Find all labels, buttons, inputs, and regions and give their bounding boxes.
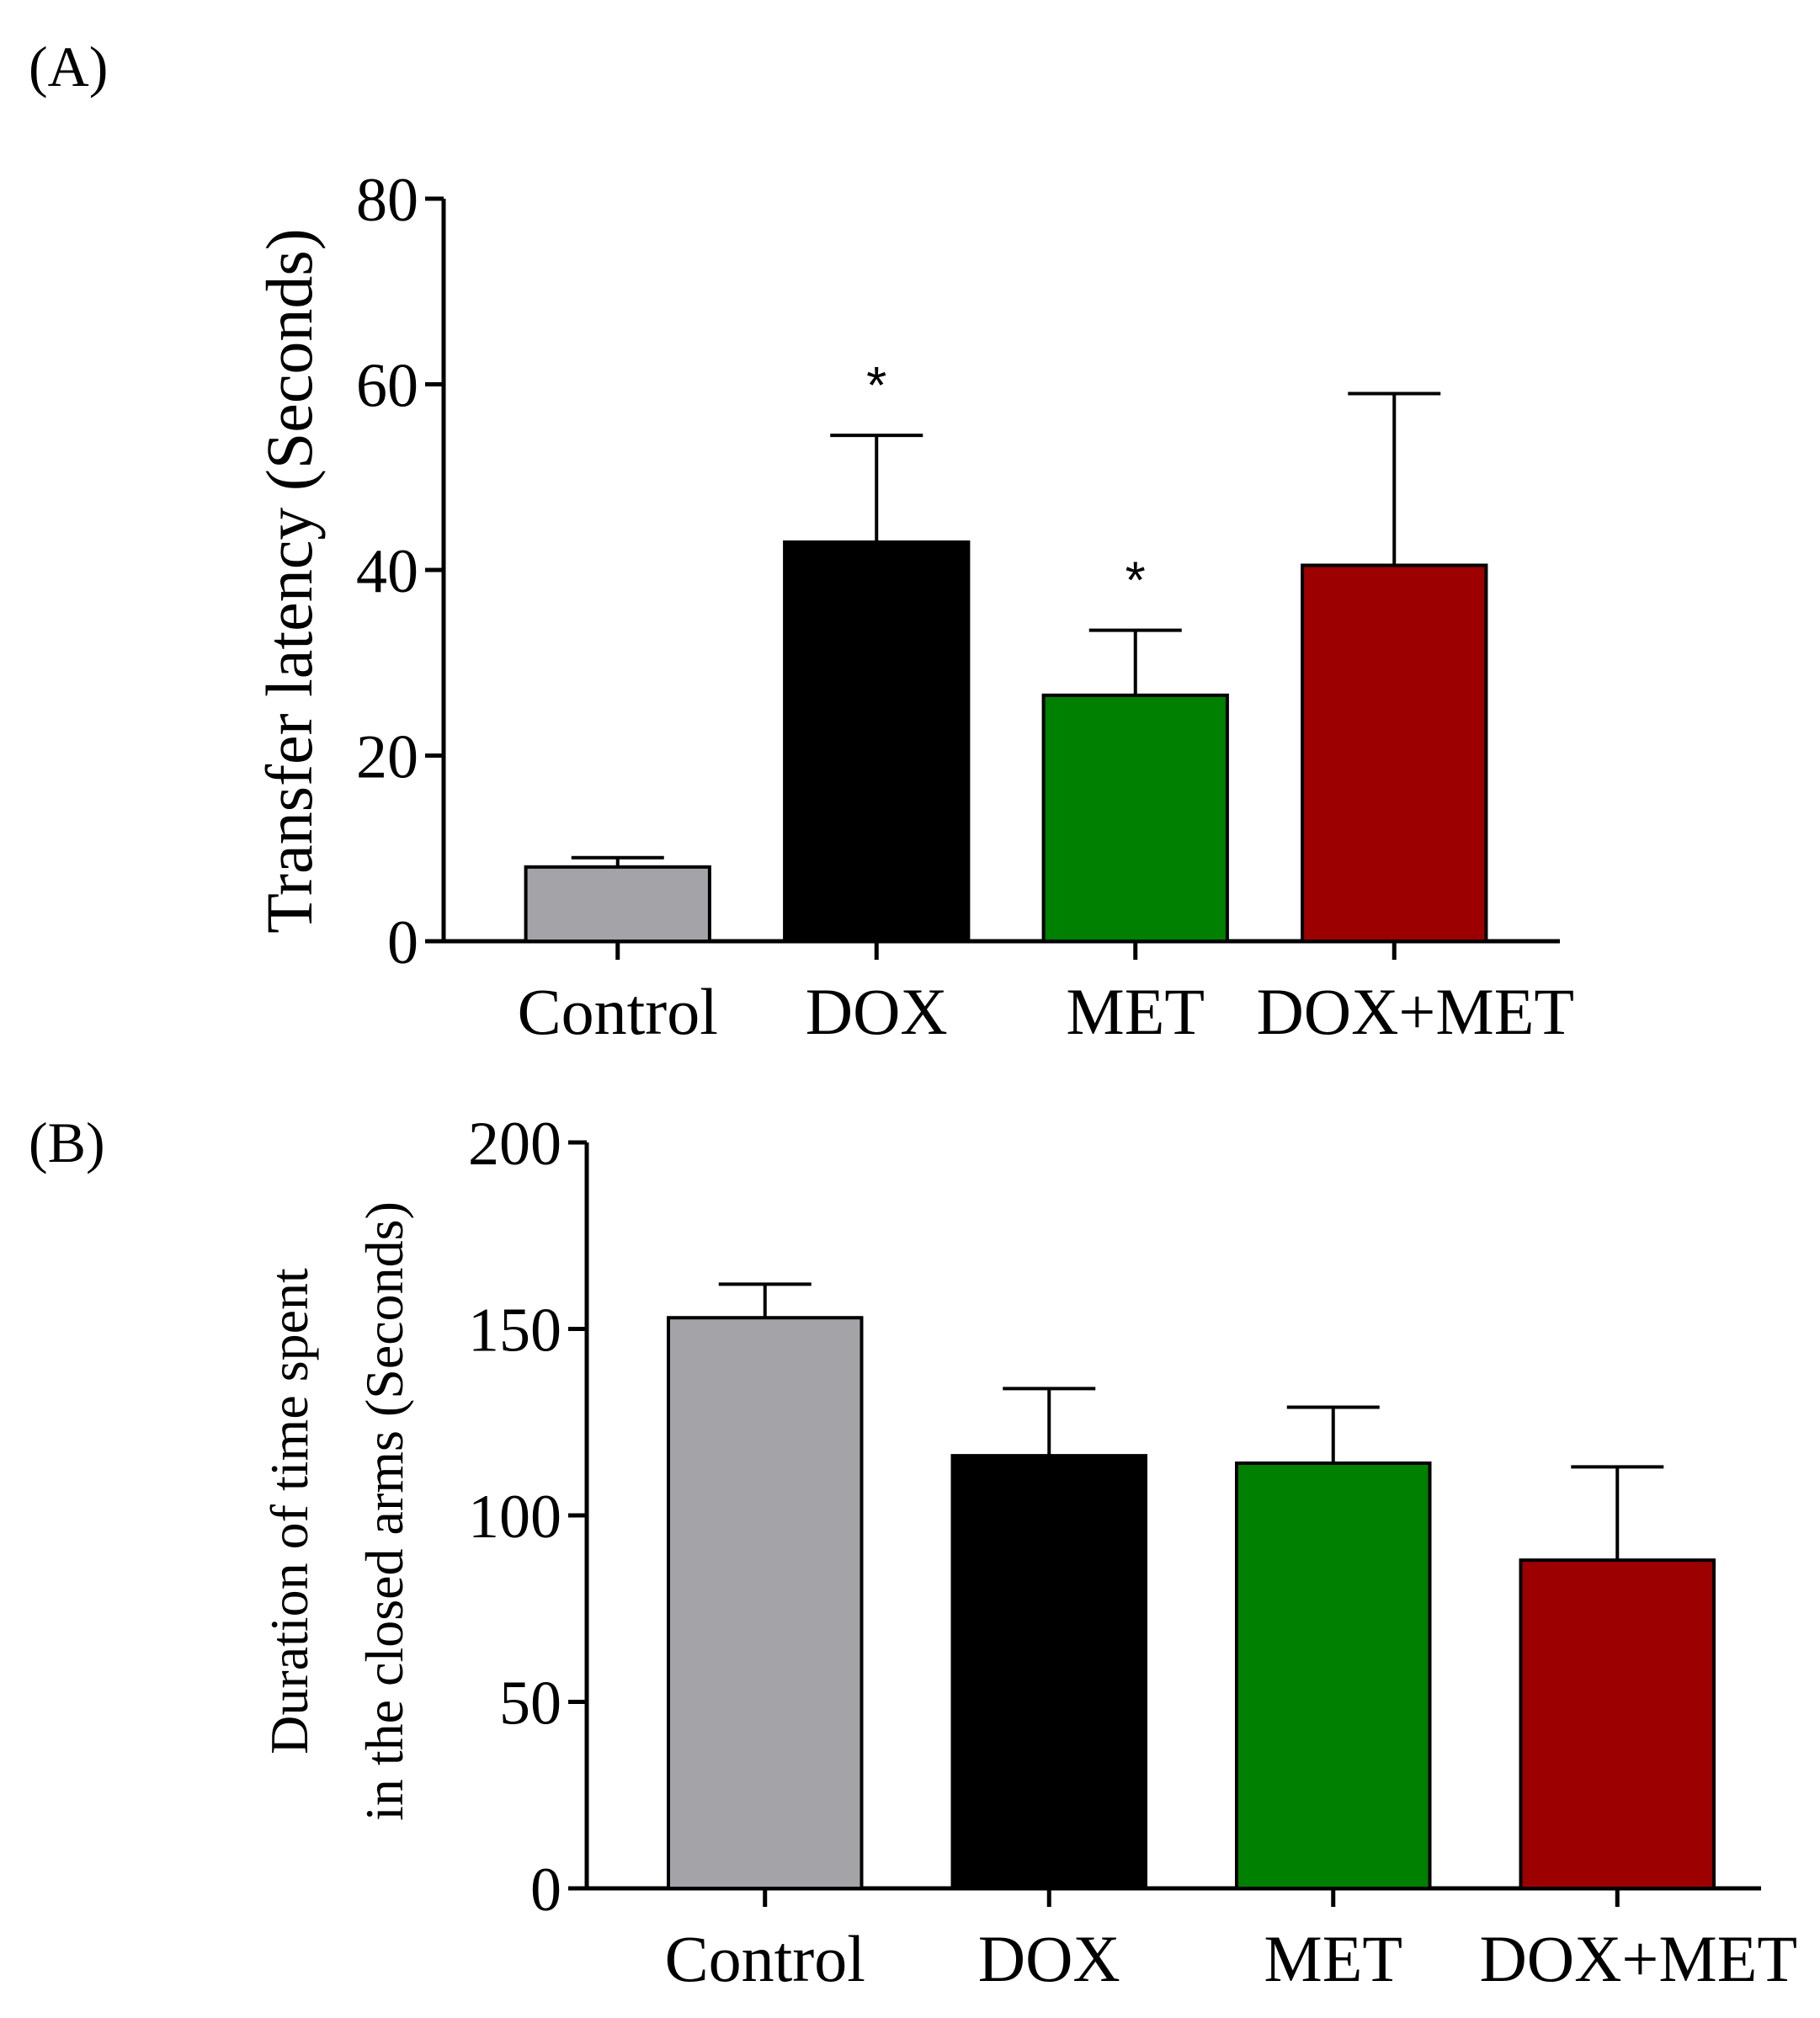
panel-a-y-tick-label: 40 bbox=[356, 537, 418, 606]
panel-b-y-axis-title-line1: Duration of time spent bbox=[259, 1268, 319, 1754]
panel-a-x-tick-label: MET bbox=[1066, 975, 1205, 1048]
panel-a-x-tick-label: DOX bbox=[806, 975, 948, 1048]
panel-a-y-tick-label: 80 bbox=[356, 166, 418, 235]
panel-a: (A) Transfer latency (Seconds) 0 20 40 60 80… bbox=[29, 35, 1574, 1048]
panel-a-bar-control bbox=[524, 865, 711, 944]
panel-b-y-tick-label: 0 bbox=[530, 1856, 561, 1925]
panel-a-y-tick-label: 60 bbox=[356, 352, 418, 421]
panel-a-significance-marker: * bbox=[866, 357, 886, 415]
panel-b-bar-dox-met bbox=[1519, 1558, 1716, 1891]
panel-b-y-tick-label: 50 bbox=[499, 1669, 561, 1738]
panel-b-bar-control bbox=[667, 1316, 864, 1890]
panel-b-plot-area: 0 50 100 150 200 Control DOX MET DOX+MET bbox=[468, 1110, 1797, 1995]
panel-b-x-tick-label: Control bbox=[665, 1922, 865, 1995]
panel-b-y-axis-title-line2: in the closed arms (Seconds) bbox=[354, 1201, 414, 1821]
panel-a-significance-marker: * bbox=[1126, 552, 1146, 610]
panel-a-label: (A) bbox=[29, 35, 108, 99]
panel-b: (B) Duration of time spent in the closed… bbox=[29, 1110, 1797, 1995]
panel-a-bar-dox bbox=[783, 540, 971, 943]
panel-a-bar-met bbox=[1041, 693, 1229, 944]
panel-a-plot-area: 0 20 40 60 80 Control DOX * MET * DOX+MET bbox=[356, 166, 1574, 1048]
panel-a-y-tick-label: 0 bbox=[387, 908, 418, 977]
panel-b-label: (B) bbox=[29, 1110, 105, 1174]
panel-a-bar-dox-met bbox=[1301, 563, 1488, 943]
panel-b-bar-dox bbox=[950, 1454, 1147, 1890]
panel-b-x-tick-label: DOX bbox=[978, 1922, 1120, 1995]
panel-b-bar-met bbox=[1235, 1461, 1432, 1890]
panel-a-x-tick-label: DOX+MET bbox=[1256, 975, 1574, 1048]
panel-a-y-axis-title: Transfer latency (Seconds) bbox=[253, 228, 326, 934]
panel-b-y-tick-label: 100 bbox=[468, 1483, 561, 1552]
panel-b-y-tick-label: 200 bbox=[468, 1110, 561, 1179]
panel-b-x-tick-label: DOX+MET bbox=[1479, 1922, 1797, 1995]
panel-b-x-tick-label: MET bbox=[1264, 1922, 1402, 1995]
panel-a-x-tick-label: Control bbox=[518, 975, 718, 1048]
panel-b-y-tick-label: 150 bbox=[468, 1297, 561, 1366]
panel-a-y-tick-label: 20 bbox=[356, 723, 418, 792]
